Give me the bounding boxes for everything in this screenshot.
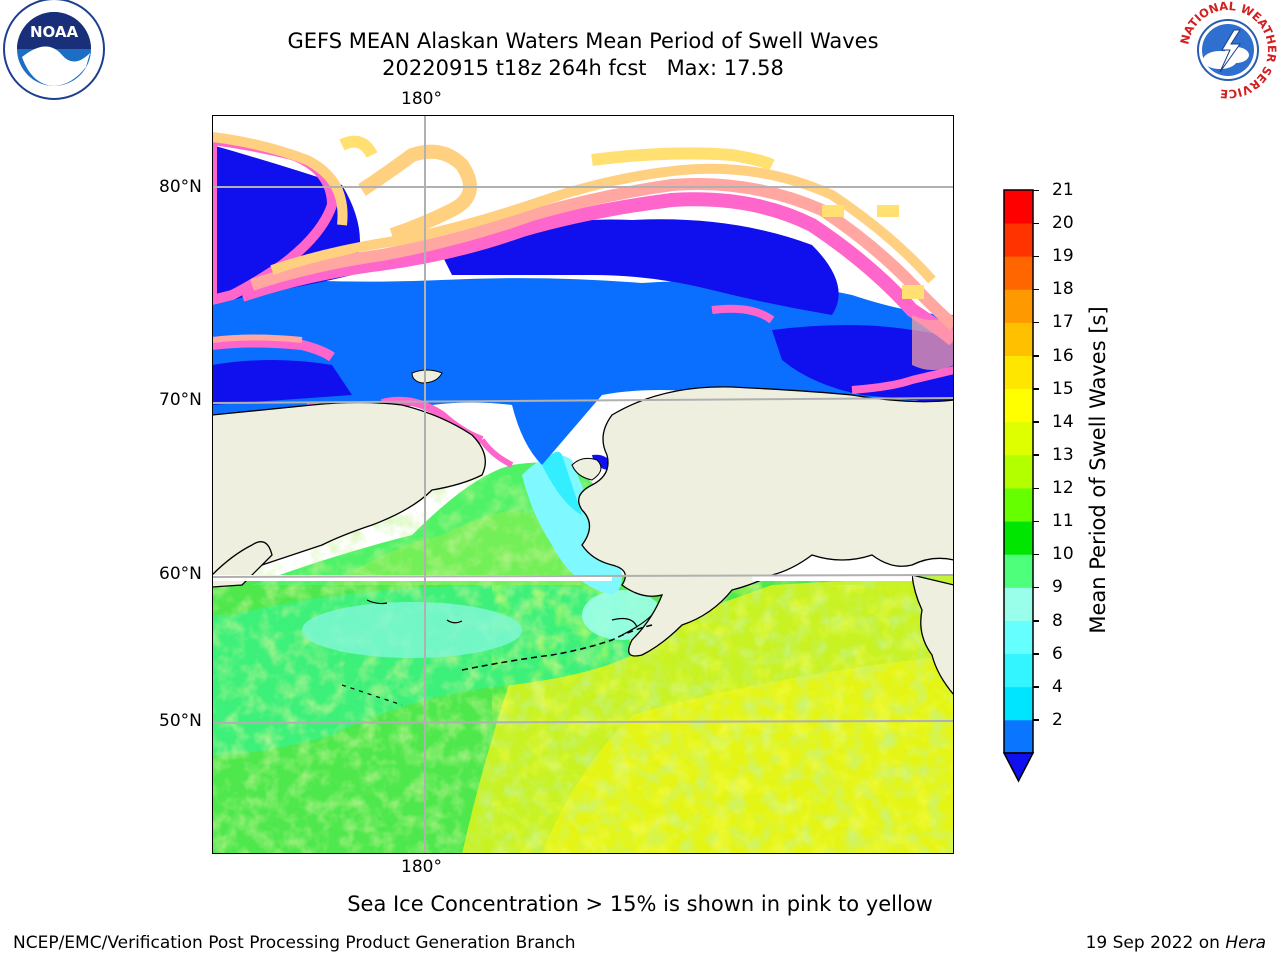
- colorbar-tick-label: 14: [1052, 411, 1074, 432]
- footer-host: Hera: [1225, 933, 1266, 953]
- colorbar-segment: [1004, 388, 1033, 423]
- colorbar-segment: [1004, 686, 1033, 721]
- colorbar-label: Mean Period of Swell Waves [s]: [1086, 306, 1110, 634]
- footer-date: 19 Sep 2022 on Hera: [1086, 932, 1266, 954]
- graticule: [212, 115, 954, 854]
- sea-ice-edge-arctic: [239, 192, 954, 346]
- colorbar-tick-mark: [1033, 355, 1039, 357]
- colorbar-tick-label: 6: [1052, 643, 1063, 664]
- colorbar-segment: [1004, 719, 1033, 754]
- bering-sea-cool-area: [302, 602, 522, 658]
- colorbar-tick-label: 9: [1052, 577, 1063, 598]
- colorbar-segment: [1004, 653, 1033, 688]
- colorbar-segment: [1004, 256, 1033, 290]
- noaa-logo: NOAA: [3, 0, 105, 100]
- colorbar-tick-mark: [1033, 586, 1039, 589]
- colorbar-segment: [1004, 554, 1033, 588]
- colorbar-tick-label: 18: [1052, 279, 1074, 300]
- colorbar-segment: [1004, 488, 1033, 522]
- colorbar-segment: [1004, 190, 1033, 224]
- colorbar-tick-mark: [1033, 388, 1039, 390]
- colorbar-tick-label: 17: [1052, 312, 1074, 333]
- footer-date-text: 19 Sep 2022 on: [1085, 933, 1226, 953]
- colorbar-tick-mark: [1033, 321, 1039, 324]
- colorbar-tick-mark: [1033, 719, 1039, 721]
- nws-logo: NATIONAL WEATHER SERVICE: [1178, 0, 1278, 100]
- footer-credit: NCEP/EMC/Verification Post Processing Pr…: [13, 933, 576, 953]
- colorbar-tick-mark: [1033, 487, 1039, 490]
- colorbar-segment: [1004, 587, 1033, 621]
- colorbar: [1003, 189, 1035, 783]
- lon-label-bottom: 180°: [401, 857, 442, 877]
- colorbar-tick-mark: [1033, 255, 1039, 258]
- colorbar-tick-label: 12: [1052, 478, 1074, 499]
- colorbar-segment: [1004, 322, 1033, 356]
- norton-sound-area: [522, 455, 622, 595]
- colorbar-tick-mark: [1033, 189, 1039, 191]
- colorbar-tick-mark: [1033, 288, 1039, 291]
- colorbar-tick-label: 20: [1052, 213, 1074, 234]
- colorbar-tick-mark: [1033, 222, 1039, 225]
- colorbar-tick-label: 21: [1052, 180, 1074, 200]
- aleutian-islands: [461, 624, 653, 671]
- colorbar-tick-mark: [1033, 653, 1039, 655]
- colorbar-segment: [1004, 289, 1033, 323]
- colorbar-tick-label: 10: [1052, 544, 1074, 565]
- colorbar-tick-mark: [1033, 686, 1039, 688]
- chukchi-beaufort-sea: [212, 275, 954, 465]
- colorbar-tick-label: 16: [1052, 345, 1074, 366]
- alaska-land: [578, 386, 954, 657]
- chart-subtitle: 20220915 t18z 264h fcst Max: 17.58: [382, 56, 784, 80]
- colorbar-tick-label: 2: [1052, 709, 1063, 730]
- colorbar-tick-label: 19: [1052, 246, 1074, 267]
- colorbar-segment: [1004, 454, 1033, 489]
- chart-title: GEFS MEAN Alaskan Waters Mean Period of …: [287, 29, 879, 53]
- colorbar-tick-mark: [1033, 421, 1039, 423]
- colorbar-tick-label: 13: [1052, 444, 1074, 465]
- lat-label-70: 70°N: [159, 390, 202, 410]
- colorbar-segment: [1004, 521, 1033, 555]
- colorbar-tick-label: 8: [1052, 610, 1063, 631]
- colorbar-under-arrow: [1003, 752, 1035, 783]
- colorbar-segment: [1004, 620, 1033, 655]
- wrangel-island: [411, 369, 443, 384]
- colorbar-segment: [1004, 421, 1033, 456]
- lon-label-top: 180°: [401, 89, 442, 109]
- colorbar-tick-mark: [1033, 620, 1039, 622]
- colorbar-tick-label: 15: [1052, 378, 1074, 399]
- colorbar-tick-label: 4: [1052, 676, 1063, 697]
- chukotka-land: [212, 401, 486, 576]
- map-frame: [212, 115, 954, 854]
- colorbar-tick-mark: [1033, 553, 1039, 556]
- colorbar-segment: [1004, 223, 1033, 257]
- colorbar-tick-mark: [1033, 520, 1039, 523]
- lat-label-60: 60°N: [159, 564, 202, 584]
- colorbar-tick-mark: [1033, 454, 1039, 456]
- lat-label-50: 50°N: [159, 711, 202, 731]
- colorbar-segment: [1004, 355, 1033, 390]
- noaa-logo-text: NOAA: [30, 23, 79, 41]
- lat-label-80: 80°N: [159, 177, 202, 197]
- map-panel: [212, 115, 954, 854]
- caption: Sea Ice Concentration > 15% is shown in …: [347, 892, 933, 916]
- colorbar-tick-label: 11: [1052, 511, 1074, 532]
